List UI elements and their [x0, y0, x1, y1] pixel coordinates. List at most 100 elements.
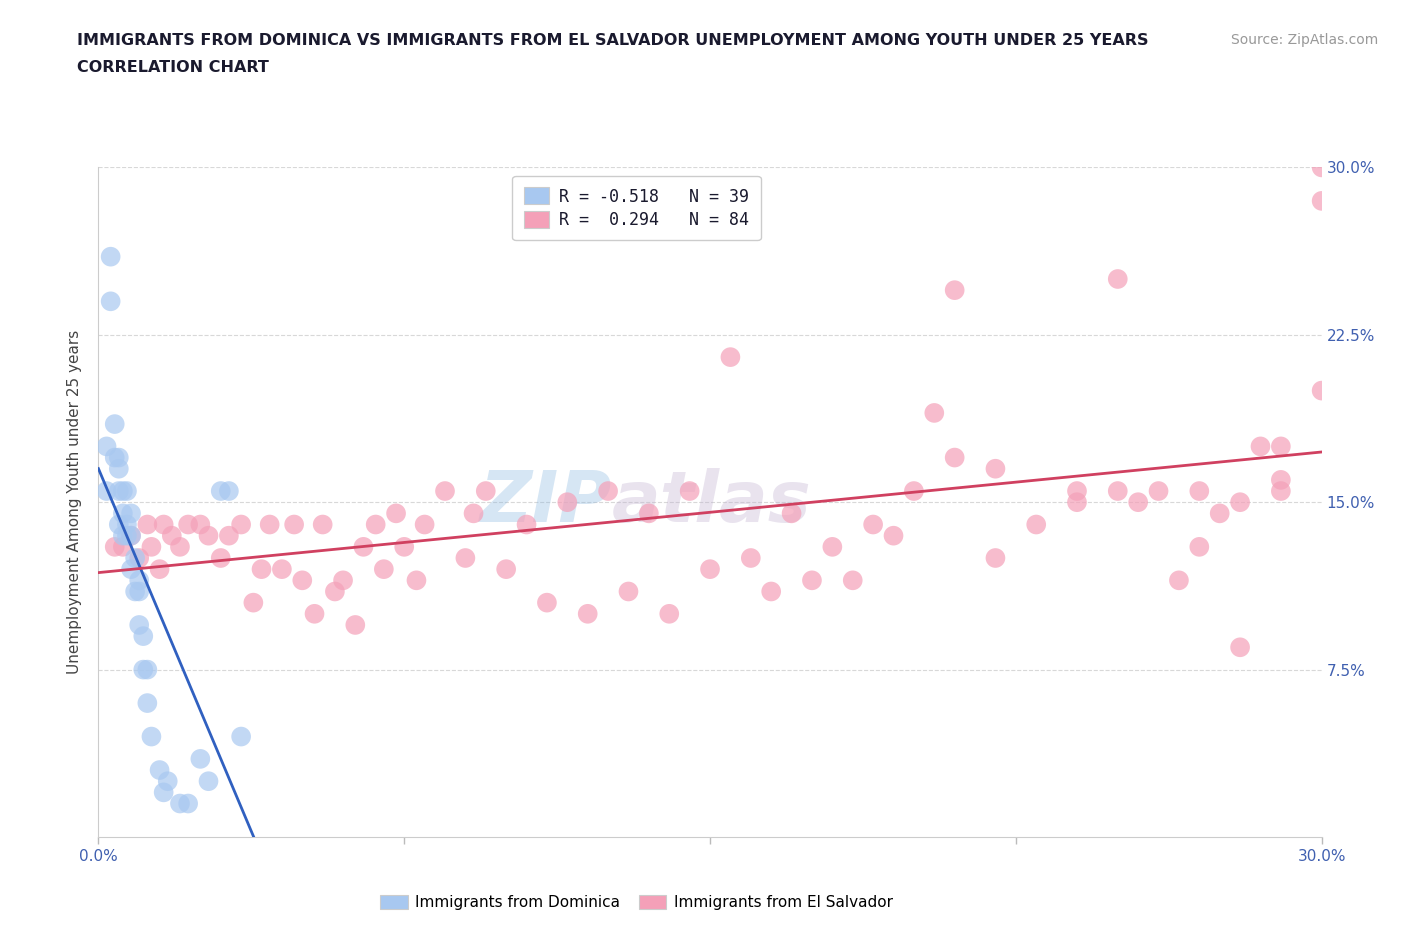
- Point: [405, 573, 427, 588]
- Point: [1107, 272, 1129, 286]
- Point: [984, 461, 1007, 476]
- Point: [250, 562, 273, 577]
- Point: [1188, 539, 1211, 554]
- Point: [821, 539, 844, 554]
- Point: [291, 573, 314, 588]
- Point: [124, 584, 146, 599]
- Text: CORRELATION CHART: CORRELATION CHART: [77, 60, 269, 75]
- Point: [141, 729, 163, 744]
- Text: Source: ZipAtlas.com: Source: ZipAtlas.com: [1230, 33, 1378, 46]
- Point: [984, 551, 1007, 565]
- Point: [120, 506, 142, 521]
- Text: atlas: atlas: [612, 468, 811, 537]
- Point: [197, 528, 219, 543]
- Point: [283, 517, 305, 532]
- Point: [1167, 573, 1189, 588]
- Point: [740, 551, 762, 565]
- Point: [344, 618, 367, 632]
- Point: [1229, 495, 1251, 510]
- Point: [385, 506, 408, 521]
- Point: [1128, 495, 1150, 510]
- Point: [156, 774, 179, 789]
- Point: [1310, 160, 1333, 175]
- Point: [111, 484, 134, 498]
- Point: [1310, 193, 1333, 208]
- Legend: Immigrants from Dominica, Immigrants from El Salvador: Immigrants from Dominica, Immigrants fro…: [374, 889, 898, 916]
- Point: [304, 606, 326, 621]
- Point: [231, 729, 253, 744]
- Point: [100, 294, 122, 309]
- Point: [177, 796, 200, 811]
- Point: [128, 584, 150, 599]
- Point: [536, 595, 558, 610]
- Point: [152, 785, 174, 800]
- Text: IMMIGRANTS FROM DOMINICA VS IMMIGRANTS FROM EL SALVADOR UNEMPLOYMENT AMONG YOUTH: IMMIGRANTS FROM DOMINICA VS IMMIGRANTS F…: [77, 33, 1149, 47]
- Point: [111, 506, 134, 521]
- Point: [516, 517, 538, 532]
- Point: [111, 528, 134, 543]
- Point: [124, 551, 146, 565]
- Point: [177, 517, 200, 532]
- Point: [218, 528, 240, 543]
- Point: [576, 606, 599, 621]
- Point: [188, 517, 212, 532]
- Point: [1229, 640, 1251, 655]
- Point: [115, 528, 138, 543]
- Point: [373, 562, 395, 577]
- Point: [323, 584, 346, 599]
- Point: [136, 662, 159, 677]
- Point: [108, 461, 131, 476]
- Point: [149, 562, 172, 577]
- Point: [761, 584, 783, 599]
- Point: [104, 450, 127, 465]
- Point: [100, 249, 122, 264]
- Point: [943, 450, 966, 465]
- Point: [104, 417, 127, 432]
- Point: [332, 573, 354, 588]
- Point: [242, 595, 264, 610]
- Point: [169, 796, 191, 811]
- Point: [111, 539, 134, 554]
- Point: [96, 484, 118, 498]
- Point: [841, 573, 863, 588]
- Point: [801, 573, 824, 588]
- Point: [1025, 517, 1047, 532]
- Point: [136, 696, 159, 711]
- Point: [188, 751, 212, 766]
- Point: [270, 562, 294, 577]
- Point: [1066, 495, 1088, 510]
- Point: [1188, 484, 1211, 498]
- Point: [1270, 439, 1292, 454]
- Point: [617, 584, 640, 599]
- Point: [108, 517, 131, 532]
- Point: [598, 484, 620, 498]
- Point: [128, 551, 150, 565]
- Point: [141, 539, 163, 554]
- Point: [454, 551, 477, 565]
- Point: [115, 484, 138, 498]
- Point: [218, 484, 240, 498]
- Point: [413, 517, 436, 532]
- Point: [136, 517, 159, 532]
- Point: [120, 562, 142, 577]
- Point: [231, 517, 253, 532]
- Point: [883, 528, 905, 543]
- Y-axis label: Unemployment Among Youth under 25 years: Unemployment Among Youth under 25 years: [67, 330, 83, 674]
- Point: [352, 539, 374, 554]
- Point: [392, 539, 416, 554]
- Point: [209, 551, 232, 565]
- Point: [1107, 484, 1129, 498]
- Point: [434, 484, 457, 498]
- Point: [922, 405, 945, 420]
- Point: [1310, 383, 1333, 398]
- Point: [259, 517, 281, 532]
- Point: [638, 506, 661, 521]
- Point: [312, 517, 335, 532]
- Point: [1209, 506, 1232, 521]
- Point: [169, 539, 191, 554]
- Point: [495, 562, 517, 577]
- Point: [903, 484, 925, 498]
- Point: [1147, 484, 1170, 498]
- Point: [1249, 439, 1271, 454]
- Point: [780, 506, 803, 521]
